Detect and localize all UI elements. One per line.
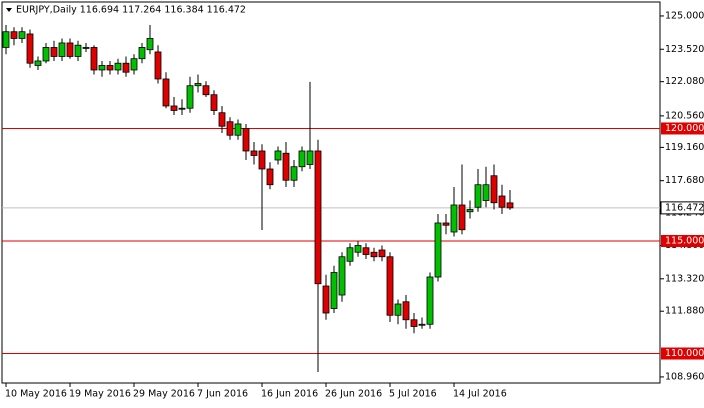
candle-body: [82, 47, 90, 49]
y-tick-label: 123.520: [665, 44, 704, 55]
candle-body: [442, 222, 450, 226]
y-tick-label: 117.680: [665, 175, 704, 186]
candle-body: [450, 204, 458, 233]
candle-body: [338, 256, 346, 296]
candle-body: [218, 112, 226, 127]
candle-body: [114, 62, 122, 71]
x-tick-label: 5 Jul 2016: [389, 389, 437, 400]
y-tick-label: 120.560: [665, 110, 704, 121]
x-tick-label: 7 Jun 2016: [197, 389, 248, 400]
candle-body: [138, 47, 146, 60]
y-tick-label: 122.080: [665, 76, 704, 87]
candle-body: [322, 285, 330, 314]
candle-body: [146, 38, 154, 51]
candle-body: [226, 121, 234, 136]
candle-body: [90, 47, 98, 71]
candle-body: [34, 60, 42, 66]
candle-body: [98, 65, 106, 71]
candle-body: [162, 78, 170, 107]
plot-area: [1, 1, 661, 384]
candle-body: [354, 245, 362, 253]
candle-body: [330, 272, 338, 309]
level-label-box: [661, 122, 704, 135]
candle-body: [282, 152, 290, 181]
candle-body: [66, 42, 74, 57]
x-tick-label: 19 May 2016: [69, 389, 131, 400]
candle-body: [26, 33, 34, 64]
candle-body: [386, 256, 394, 316]
candle-body: [346, 247, 354, 262]
candle-body: [10, 31, 18, 39]
candle-body: [122, 62, 130, 73]
x-tick-label: 14 Jul 2016: [453, 389, 507, 400]
level-label-box: [661, 234, 704, 247]
candle-body: [410, 319, 418, 327]
candle-body: [202, 85, 210, 96]
candle-body: [178, 107, 186, 110]
candle-body: [130, 58, 138, 71]
candle-body: [2, 31, 10, 48]
candle-body: [210, 94, 218, 111]
candle-body: [234, 123, 242, 136]
x-tick-label: 16 Jun 2016: [261, 389, 318, 400]
last-price-box: [660, 201, 704, 215]
chart-title: EURJPY,Daily 116.694 117.264 116.384 116…: [16, 5, 246, 16]
level-label: 115.000: [665, 235, 704, 246]
candle-body: [402, 301, 410, 321]
x-tick-label: 29 May 2016: [133, 389, 195, 400]
candle-body: [18, 31, 26, 39]
candle-body: [506, 202, 514, 209]
candle-body: [298, 150, 306, 168]
candle-body: [194, 83, 202, 87]
candle-body: [42, 47, 50, 62]
candle-body: [258, 150, 266, 170]
x-tick-label: 26 Jun 2016: [325, 389, 382, 400]
candle-body: [482, 184, 490, 201]
x-tick-label: 10 May 2016: [5, 389, 67, 400]
candle-body: [434, 222, 442, 278]
candle-body: [466, 209, 474, 213]
candle-body: [458, 204, 466, 231]
candle-body: [474, 184, 482, 208]
candle-body: [274, 150, 282, 161]
candle-body: [426, 276, 434, 325]
y-tick-label: 125.000: [665, 10, 704, 21]
candle-body: [490, 175, 498, 204]
y-tick-label: 119.160: [665, 142, 704, 153]
candle-body: [378, 249, 386, 258]
candle-body: [498, 195, 506, 208]
candle-body: [266, 168, 274, 186]
y-tick-label: 111.880: [665, 306, 704, 317]
candle-body: [154, 51, 162, 80]
candle-body: [170, 105, 178, 111]
y-tick-label: 108.960: [665, 371, 704, 382]
candle-body: [50, 47, 58, 57]
candle-body: [370, 251, 378, 258]
candle-body: [394, 303, 402, 316]
candle-body: [250, 150, 258, 156]
last-price-label: 116.472: [665, 202, 704, 213]
level-label: 110.000: [665, 348, 704, 359]
candle-body: [106, 65, 114, 71]
y-tick-label: 113.320: [665, 273, 704, 284]
menu-triangle: [6, 8, 12, 12]
candle-body: [314, 150, 322, 285]
candle-body: [242, 128, 250, 152]
candle-body: [186, 85, 194, 109]
level-label-box: [661, 347, 704, 360]
level-label: 120.000: [665, 123, 704, 134]
candle-body: [418, 323, 426, 326]
candle-body: [362, 247, 370, 255]
candle-body: [58, 42, 66, 57]
candle-body: [306, 150, 314, 165]
candle-body: [74, 44, 82, 57]
candle-body: [290, 166, 298, 181]
